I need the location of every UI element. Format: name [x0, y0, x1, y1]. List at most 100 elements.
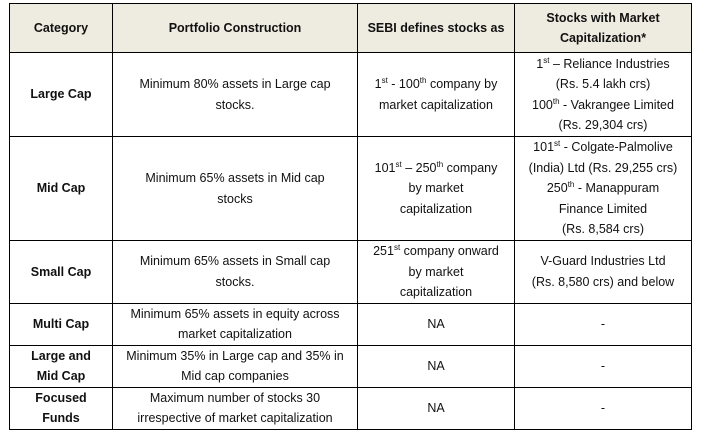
ordinal-suffix: st	[543, 55, 550, 65]
cell-text-line: -	[521, 314, 685, 335]
text-segment: (Rs. 5.4 lakh crs)	[555, 77, 651, 91]
sebi-cell: NA	[357, 302, 515, 346]
cell-text-line: Large and	[31, 348, 91, 363]
table-row: Small Cap Minimum 65% assets in Small cap…	[9, 240, 692, 304]
ordinal-suffix: th	[567, 180, 575, 190]
cell-text-line: NA	[364, 356, 508, 377]
cell-text-line: Minimum 80% assets in Large cap	[139, 77, 331, 91]
header-stocks-line: Stocks with Market	[546, 10, 660, 25]
category-cell: Small Cap	[9, 240, 113, 304]
text-segment: (Rs. 29,304 crs)	[558, 118, 648, 132]
stocks-cell: V-Guard Industries Ltd (Rs. 8,580 crs) an…	[514, 240, 692, 304]
text-segment: -	[600, 316, 606, 331]
text-segment: company by	[426, 77, 498, 91]
cell-text-line: 100th - Vakrangee Limited	[521, 95, 685, 116]
text-segment: NA	[427, 358, 445, 373]
cell-text-line: by market	[364, 178, 508, 199]
cell-text-line: irrespective of market capitalization	[137, 411, 333, 425]
table-row: Large and Mid Cap Minimum 35% in Large cap…	[9, 344, 692, 388]
cell-text-line: (India) Ltd (Rs. 29,255 crs)	[521, 158, 685, 179]
sebi-cell: NA	[357, 386, 515, 430]
sebi-cell: 251st company onward by market capitalizat…	[357, 240, 515, 304]
table-row: Focused Funds Maximum number of stocks 30 i…	[9, 386, 692, 430]
cell-text-line: (Rs. 29,304 crs)	[521, 115, 685, 136]
cell-text-line: capitalization	[364, 282, 508, 303]
text-segment: capitalization	[399, 285, 473, 299]
portfolio-cell: Minimum 65% assets in Small cap stocks.	[112, 240, 358, 304]
header-row: Category Portfolio Construction SEBI def…	[9, 3, 692, 53]
table-body: Large Cap Minimum 80% assets in Large cap…	[9, 52, 692, 430]
ordinal-suffix: st	[395, 159, 402, 169]
cell-text-line: NA	[364, 314, 508, 335]
cell-text-line: Minimum 65% assets in equity across	[130, 306, 340, 321]
category-cell: Multi Cap	[9, 302, 113, 346]
text-segment: (Rs. 8,580 crs) and below	[531, 274, 675, 289]
stocks-cell: -	[514, 344, 692, 388]
ordinal-suffix: th	[552, 96, 560, 106]
category-cell: Large and Mid Cap	[9, 344, 113, 388]
text-segment: company onward	[400, 244, 499, 258]
cell-text-line: V-Guard Industries Ltd	[521, 251, 685, 272]
cell-text-line: stocks	[217, 191, 253, 206]
text-segment: - Manappuram	[574, 181, 660, 196]
cell-text-line: Maximum number of stocks 30	[149, 390, 321, 405]
header-stocks: Stocks with Market Capitalization*	[514, 3, 692, 53]
cell-text-line: Minimum 35% in Large cap and 35% in	[126, 348, 344, 363]
ordinal-suffix: th	[436, 159, 444, 169]
cell-text-line: (Rs. 8,584 crs)	[521, 219, 685, 240]
cell-text-line: Focused	[35, 390, 87, 405]
table-row: Multi Cap Minimum 65% assets in equity ac…	[9, 302, 692, 346]
stocks-cell: 101st - Colgate-Palmolive (India) Ltd (Rs…	[514, 136, 692, 241]
portfolio-cell: Minimum 65% assets in equity across marke…	[112, 302, 358, 346]
cell-text-line: Minimum 65% assets in Small cap	[139, 254, 331, 269]
cell-text-line: stocks.	[215, 97, 255, 112]
cell-text-line: capitalization	[364, 199, 508, 220]
cell-text-line: Mid Cap	[36, 181, 86, 196]
category-cell: Focused Funds	[9, 386, 113, 430]
ordinal-suffix: st	[381, 75, 388, 85]
text-segment: - Vakrangee Limited	[559, 97, 674, 112]
stocks-cell: 1st – Reliance Industries (Rs. 5.4 lakh c…	[514, 52, 692, 137]
text-segment: 251	[373, 244, 394, 258]
text-segment: – 250	[401, 160, 437, 175]
text-segment: by market	[408, 264, 464, 279]
ordinal-suffix: st	[393, 242, 401, 252]
text-segment: 1	[374, 77, 382, 91]
text-segment: V-Guard Industries Ltd	[540, 254, 666, 269]
category-cell: Large Cap	[9, 52, 113, 137]
cell-text-line: -	[521, 398, 685, 419]
sebi-cell: 101st – 250th company by market capitaliza…	[357, 136, 515, 241]
header-portfolio-label: Portfolio Construction	[168, 20, 302, 35]
cell-text-line: Minimum 65% assets in Mid cap	[145, 171, 325, 185]
text-segment: 100	[532, 97, 553, 112]
text-segment: 101	[533, 140, 555, 155]
portfolio-cell: Maximum number of stocks 30 irrespective …	[112, 386, 358, 430]
text-segment: 101	[374, 160, 396, 175]
cell-text-line: 251st company onward	[364, 241, 508, 262]
text-segment: - Colgate-Palmolive	[560, 140, 673, 155]
header-sebi: SEBI defines stocks as	[357, 3, 515, 53]
header-category-label: Category	[33, 20, 89, 35]
sebi-cell: 1st - 100th company by market capitalizat…	[357, 52, 515, 137]
table-row: Mid Cap Minimum 65% assets in Mid cap stoc…	[9, 136, 692, 241]
cell-text-line: (Rs. 8,580 crs) and below	[521, 272, 685, 293]
category-cell: Mid Cap	[9, 136, 113, 241]
sebi-cell: NA	[357, 344, 515, 388]
text-segment: -	[600, 400, 606, 415]
text-segment: NA	[427, 316, 445, 331]
cell-text-line: Mid Cap	[36, 369, 86, 383]
cell-text-line: 101st - Colgate-Palmolive	[521, 137, 685, 158]
portfolio-cell: Minimum 65% assets in Mid cap stocks	[112, 136, 358, 241]
text-segment: 250	[546, 181, 568, 196]
text-segment: – Reliance Industries	[549, 56, 670, 71]
cell-text-line: 1st - 100th company by	[364, 74, 508, 95]
stocks-cell: -	[514, 302, 692, 346]
text-segment: (India) Ltd (Rs. 29,255 crs)	[528, 160, 678, 175]
header-category: Category	[9, 3, 113, 53]
table-row: Large Cap Minimum 80% assets in Large cap…	[9, 52, 692, 137]
ordinal-suffix: st	[554, 139, 561, 149]
text-segment: capitalization	[399, 201, 473, 216]
cell-text-line: NA	[364, 398, 508, 419]
text-segment: -	[600, 358, 606, 373]
